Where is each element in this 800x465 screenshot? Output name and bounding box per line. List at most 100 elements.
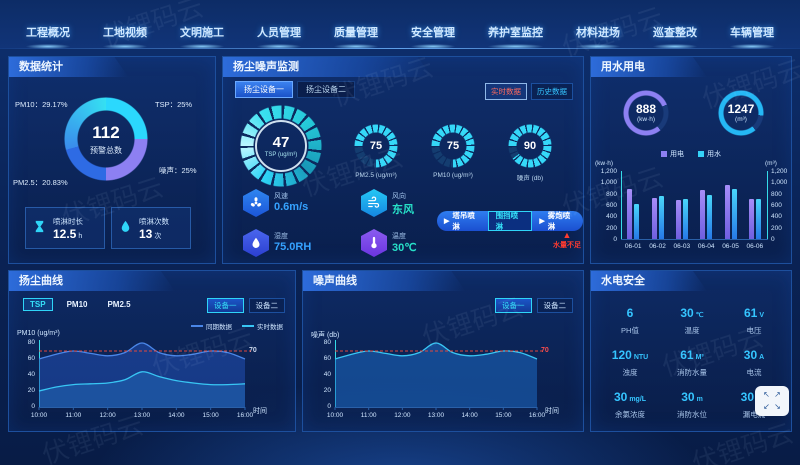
nav-item-3[interactable]: 人员管理 <box>257 24 301 49</box>
device-button-2[interactable]: 设备二 <box>248 298 285 313</box>
droplet-icon <box>118 219 133 237</box>
donut-label-tsp: TSP：25% <box>155 100 193 109</box>
gauge-caption: 噪声 (db) <box>516 175 544 182</box>
expand-arrow: ↙ <box>763 402 770 411</box>
nav-item-8[interactable]: 巡查整改 <box>653 24 697 49</box>
safety-metric-电流: 30 A 电流 <box>723 341 785 383</box>
x-tick: 06-05 <box>722 243 739 250</box>
nav-item-5[interactable]: 安全管理 <box>411 24 455 49</box>
x-tick: 14:00 <box>168 412 185 419</box>
y-tick: 40 <box>323 371 331 378</box>
y-tick: 80 <box>27 339 35 346</box>
bar-用电-06-05 <box>724 185 730 239</box>
x-tick: 10:00 <box>30 412 48 419</box>
bar-用水-06-06 <box>755 199 761 239</box>
x-tick: 06-06 <box>746 243 764 250</box>
device-button-1[interactable]: 设备一 <box>495 298 532 313</box>
gauge-ring <box>431 124 475 168</box>
y-tick: 60 <box>323 355 331 362</box>
spray-button-0[interactable]: ▶ 塔吊喷淋 <box>437 211 488 231</box>
stat-card-0: 喷淋时长 12.5 h <box>25 207 105 249</box>
tsp-unit: TSP (ug/m³) <box>264 151 298 158</box>
y-tick-right: 200 <box>771 224 782 232</box>
y-tick: 80 <box>323 339 331 346</box>
gauge-PM2.5: 75 <box>354 124 398 168</box>
stat-card-unit: 次 <box>154 232 162 240</box>
thermo-icon <box>361 229 387 257</box>
nav-item-2[interactable]: 文明施工 <box>180 24 224 49</box>
metric-value: 30 <box>613 390 628 404</box>
ring-unit: (kw·h) <box>636 116 656 123</box>
safety-metric-消防水量: 61 M³ 消防水量 <box>661 341 723 383</box>
bar-用电-06-06 <box>748 199 754 239</box>
gauge-segments <box>508 124 552 168</box>
nav-item-6[interactable]: 养护室监控 <box>488 24 543 49</box>
y-tick: 0 <box>327 403 331 410</box>
x-tick: 06-03 <box>673 243 691 250</box>
env-value: 75.0RH <box>274 241 312 253</box>
nav-item-7[interactable]: 材料进场 <box>576 24 620 49</box>
ring-value: 1247 <box>727 102 755 116</box>
tab-PM2.5[interactable]: PM2.5 <box>107 300 131 309</box>
panel-title: 数据统计 <box>9 57 128 77</box>
y-tick-left: 1,000 <box>600 179 617 187</box>
alert-total-value: 112 <box>92 122 120 142</box>
nav-item-4[interactable]: 质量管理 <box>334 24 378 49</box>
gauge-ring <box>354 124 398 168</box>
expand-arrows-icon[interactable]: ↖ ↗ ↙ ↘ <box>755 386 789 416</box>
threshold-label: 70 <box>541 347 549 354</box>
metric-label: 电流 <box>746 368 762 377</box>
legend-line <box>242 325 254 327</box>
y-tick-right: 1,200 <box>771 168 788 175</box>
spray-label: 围挡喷淋 <box>495 211 519 231</box>
bar-用水-06-01 <box>634 203 640 239</box>
panel-title: 噪声曲线 <box>303 271 465 291</box>
spray-button-2[interactable]: ▶ 雾炮喷淋 <box>532 211 583 231</box>
nav-item-9[interactable]: 车辆管理 <box>730 24 774 49</box>
env-value: 0.6m/s <box>274 201 309 213</box>
mode-button-1[interactable]: 历史数据 <box>531 83 573 100</box>
metric-value-row: 30 A <box>744 346 764 364</box>
spray-button-1[interactable]: 围挡喷淋 <box>487 211 533 231</box>
metric-unit: V <box>759 312 765 319</box>
metric-value-row: 30 mg/L <box>614 388 646 406</box>
x-tick: 16:00 <box>236 412 254 419</box>
nav-item-0[interactable]: 工程概况 <box>26 24 70 49</box>
metric-value-row: 30 m <box>681 388 703 406</box>
mode-button-0[interactable]: 实时数据 <box>485 83 527 100</box>
gauge-segments <box>431 124 475 168</box>
donut-label-pm10: PM10：29.17% <box>15 100 68 109</box>
warning-triangle-icon: ▲ <box>562 230 572 240</box>
panel-title: 水电安全 <box>591 271 707 291</box>
device-button-1[interactable]: 设备一 <box>207 298 244 313</box>
env-label: 风速 <box>274 193 288 200</box>
stat-card-label: 喷淋时长 <box>53 216 83 226</box>
line-plot <box>334 340 543 410</box>
stat-card-1: 喷淋次数 13 次 <box>111 207 191 249</box>
legend-label: 同期数据 <box>206 324 232 331</box>
legend-label: 用电 <box>670 151 684 158</box>
env-value: 东风 <box>392 204 414 216</box>
ring-center: 1247 (m³) <box>718 90 764 136</box>
tab-PM10[interactable]: PM10 <box>66 300 88 309</box>
warning-text: 水量不足 <box>553 242 581 249</box>
ring-value: 888 <box>635 102 657 116</box>
x-tick: 15:00 <box>202 412 219 419</box>
tab-dust-device-1[interactable]: 扬尘设备一 <box>235 81 293 98</box>
legend-item-0: 用电 <box>661 149 684 159</box>
metric-value-row: 30 ℃ <box>680 304 703 322</box>
nav-item-1[interactable]: 工地视频 <box>103 24 147 49</box>
data-mode-buttons: 实时数据 历史数据 <box>485 83 573 100</box>
metric-value: 30 <box>680 306 694 320</box>
stat-card-text: 喷淋时长 12.5 h <box>53 216 83 241</box>
metric-label: 消防水位 <box>677 410 707 419</box>
tab-TSP[interactable]: TSP <box>23 298 53 311</box>
y-tick-left: 800 <box>606 190 617 198</box>
device-button-2[interactable]: 设备二 <box>536 298 573 313</box>
tab-dust-device-2[interactable]: 扬尘设备二 <box>297 81 355 98</box>
legend-swatch <box>661 151 667 157</box>
metric-value: 61 <box>680 348 694 362</box>
metric-value: 30 <box>681 390 695 404</box>
y-tick-right: 400 <box>771 213 782 221</box>
metric-label: 余氯浓度 <box>615 410 645 419</box>
